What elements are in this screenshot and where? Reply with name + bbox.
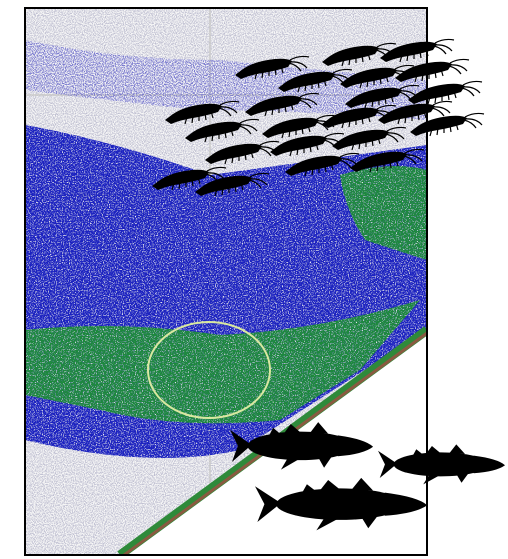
echogram [25,8,427,555]
echogram-illustration [0,0,508,559]
page: (() => { const data = JSON.parse(documen… [0,0,508,559]
